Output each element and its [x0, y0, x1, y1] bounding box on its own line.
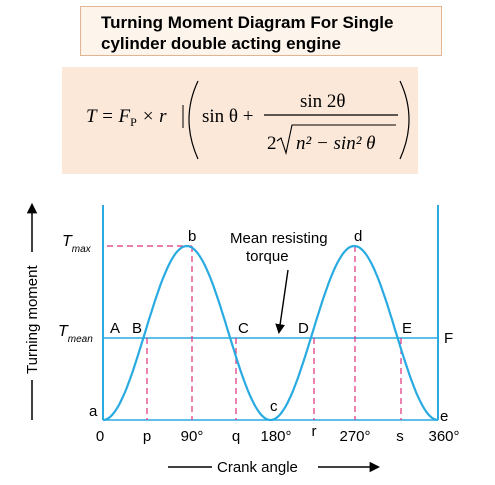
- annotation-line-2: torque: [246, 248, 289, 265]
- label-E: E: [402, 320, 412, 337]
- tick-label-270: 270°: [339, 428, 370, 445]
- label-e: e: [440, 408, 448, 425]
- tick-label-p: p: [143, 428, 151, 445]
- formula-box: T = FP × r sin θ + sin 2θ 2 n² − sin² θ: [62, 67, 418, 174]
- t-mean-label: Tmean: [58, 323, 93, 345]
- formula-right-bracket: [399, 80, 410, 160]
- title-line-1: Turning Moment Diagram For Single: [101, 13, 394, 32]
- tick-label-r: r: [312, 423, 317, 440]
- annotation-arrow: [275, 269, 289, 334]
- label-c: c: [270, 398, 278, 415]
- tick-label-s: s: [396, 428, 404, 445]
- formula-left-bracket: [188, 80, 199, 160]
- tick-label-90: 90°: [181, 428, 204, 445]
- t-max-label: Tmax: [62, 233, 92, 255]
- turning-moment-curve: [102, 244, 439, 422]
- tick-label-360: 360°: [428, 428, 459, 445]
- formula-svg: T = FP × r sin θ + sin 2θ 2 n² − sin² θ: [86, 80, 410, 160]
- formula-sqrt-sign: [276, 124, 396, 156]
- formula-numerator: sin 2θ: [300, 91, 346, 112]
- x-axis-label: Crank angle: [217, 459, 298, 476]
- y-axis-label-bg: [24, 252, 42, 380]
- tick-label-q: q: [232, 428, 240, 445]
- label-D: D: [298, 320, 309, 337]
- tick-label-180: 180°: [260, 428, 291, 445]
- label-B: B: [132, 320, 142, 337]
- formula-sin-theta: sin θ +: [202, 106, 254, 127]
- title-line-2: cylinder double acting engine: [101, 34, 341, 53]
- label-b: b: [188, 228, 196, 245]
- formula-lhs: T = FP × r: [86, 106, 167, 129]
- annotation-line-1: Mean resisting: [230, 230, 328, 247]
- tick-label-0: 0: [96, 428, 104, 445]
- label-a: a: [89, 403, 98, 420]
- label-C: C: [238, 320, 249, 337]
- label-F: F: [444, 330, 453, 347]
- formula-denominator-coeff: 2: [267, 133, 277, 154]
- label-d: d: [354, 228, 362, 245]
- title-box: Turning Moment Diagram For Single cylind…: [80, 6, 442, 56]
- y-axis-label: Turning moment: [24, 265, 41, 374]
- formula-denominator-radicand: n² − sin² θ: [296, 133, 375, 154]
- label-A: A: [110, 320, 120, 337]
